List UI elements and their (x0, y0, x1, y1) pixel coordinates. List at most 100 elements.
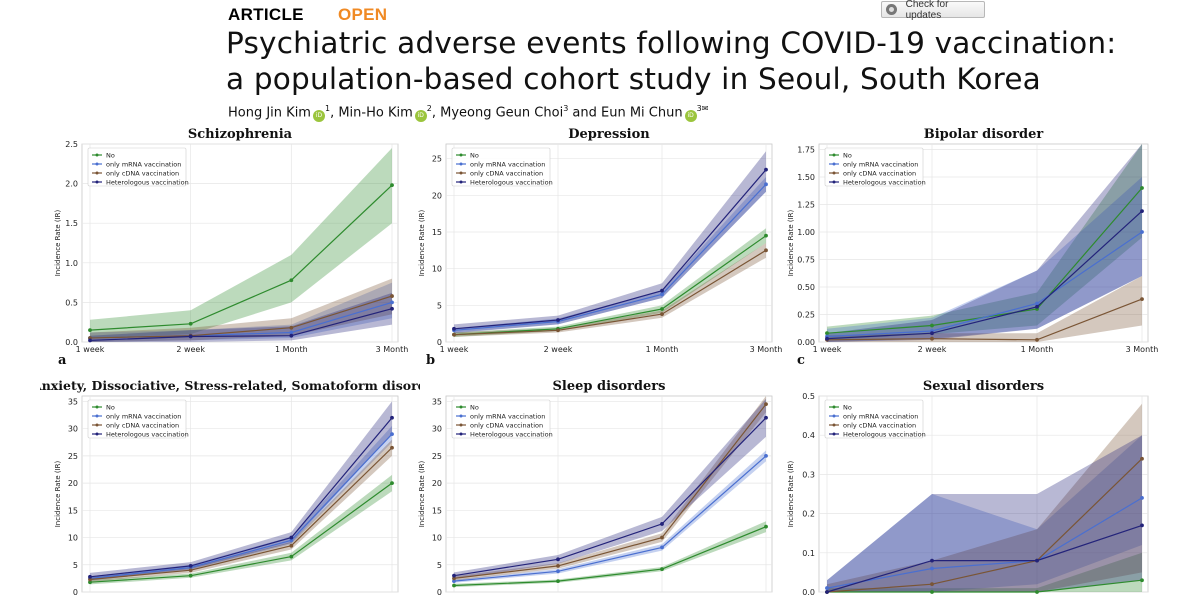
data-point-no-vaccination (825, 331, 829, 336)
chart-svg: 0.0 0.1 0.2 0.3 0.4 0.5 Incidence Rate (IR) Sex… (787, 379, 1149, 597)
series-line-no-vaccination (89, 184, 393, 331)
data-point-no-vaccination (764, 524, 768, 529)
ci-band-no-vaccination (454, 228, 766, 337)
y-tick-label: 20 (432, 191, 442, 200)
orcid-icon[interactable]: iD (684, 110, 697, 123)
author-name[interactable]: Min-Ho Kim (338, 105, 413, 121)
series-line-cdna-vaccination (826, 458, 1143, 593)
author-separator: , (431, 105, 441, 121)
legend-label: only mRNA vaccination (470, 160, 545, 168)
ci-band-cdna-vaccination (90, 439, 392, 582)
chart-title: Anxiety, Dissociative, Stress-related, S… (40, 378, 420, 393)
chart-title: Depression (568, 127, 650, 142)
data-point-heterologous-vaccination (660, 522, 664, 526)
data-point-cdna-vaccination (930, 582, 934, 587)
data-point-cdna-vaccination (660, 535, 664, 540)
legend-label: Heterologous vaccination (843, 178, 926, 186)
orcid-icon[interactable]: iD (414, 110, 427, 123)
author-list: Hong Jin Kim iD1, Min-Ho Kim iD2, Myeong G… (228, 104, 708, 123)
y-tick-label: 20 (432, 479, 442, 488)
data-point-cdna-vaccination (390, 445, 394, 450)
series-line-mrna-vaccination (826, 497, 1143, 589)
legend-marker-no-vaccination (832, 153, 836, 157)
legend-box (451, 147, 551, 187)
y-tick-label: 1.00 (797, 228, 815, 237)
chart-title: Sexual disorders (923, 379, 1044, 394)
legend-marker-cdna-vaccination (95, 423, 99, 427)
legend-marker-heterologous-vaccination (95, 180, 99, 184)
series-line-mrna-vaccination (453, 455, 767, 582)
data-point-cdna-vaccination (930, 336, 934, 341)
data-point-no-vaccination (88, 580, 92, 585)
y-tick-label: 30 (68, 425, 78, 434)
data-point-heterologous-vaccination (930, 331, 934, 336)
x-tick-label: 1 Month (646, 345, 679, 354)
legend-marker-no-vaccination (459, 405, 463, 409)
y-tick-label: 10 (432, 265, 442, 274)
data-point-cdna-vaccination (764, 248, 768, 253)
legend-label: only cDNA vaccination (843, 169, 916, 177)
legend-label: No (106, 151, 115, 159)
y-tick-label: 0.50 (797, 283, 815, 292)
y-tick-label: 25 (68, 452, 78, 461)
x-tick-label: 1 week (813, 345, 842, 354)
author-name[interactable]: Myeong Geun Choi (440, 105, 564, 121)
author-name[interactable]: Eun Mi Chun (601, 105, 683, 121)
y-tick-label: 1.0 (65, 259, 78, 268)
data-point-cdna-vaccination (188, 568, 193, 573)
series-line-no-vaccination (453, 526, 767, 587)
x-tick-label: 1 week (440, 345, 469, 354)
legend-box (824, 147, 924, 187)
legend-marker-cdna-vaccination (832, 171, 836, 175)
data-point-cdna-vaccination (660, 312, 664, 317)
legend-box (824, 399, 924, 439)
data-point-heterologous-vaccination (452, 573, 456, 578)
data-point-heterologous-vaccination (1035, 558, 1039, 563)
legend-marker-heterologous-vaccination (95, 432, 99, 436)
data-point-cdna-vaccination (764, 402, 768, 407)
y-tick-label: 1.5 (65, 219, 78, 228)
author-conjunction: and (568, 105, 602, 121)
legend-label: Heterologous vaccination (470, 430, 553, 438)
ci-band-no-vaccination (454, 521, 766, 588)
data-point-heterologous-vaccination (930, 558, 934, 563)
data-point-mrna-vaccination (289, 538, 294, 543)
check-for-updates-button[interactable]: Check for updates (881, 0, 985, 21)
data-point-no-vaccination (660, 567, 664, 572)
x-tick-label: 3 Month (750, 345, 783, 354)
data-point-heterologous-vaccination (452, 326, 456, 331)
chart-title: Sleep disorders (553, 379, 666, 394)
data-point-heterologous-vaccination (289, 535, 294, 540)
y-tick-label: 20 (68, 479, 78, 488)
ci-band-mrna-vaccination (827, 435, 1142, 592)
series-line-heterologous-vaccination (826, 210, 1143, 340)
legend-marker-cdna-vaccination (95, 171, 99, 175)
ci-band-cdna-vaccination (454, 396, 766, 581)
legend-label: Heterologous vaccination (843, 430, 926, 438)
chart-panel-sleep: 0 5 10 15 20 25 30 35 Incidence Rate (IR) Sleep d… (418, 374, 790, 600)
series-line-no-vaccination (827, 579, 1143, 593)
ci-band-no-vaccination (90, 474, 392, 585)
y-tick-label: 0 (437, 588, 442, 597)
series-line-cdna-vaccination (89, 447, 393, 581)
legend-marker-heterologous-vaccination (832, 180, 836, 184)
y-tick-label: 0.2 (802, 510, 815, 519)
panel-letter: a (58, 353, 67, 368)
data-point-mrna-vaccination (930, 566, 934, 571)
ci-band-mrna-vaccination (454, 177, 766, 333)
data-point-no-vaccination (1140, 186, 1144, 190)
y-tick-label: 35 (432, 397, 442, 406)
author-name[interactable]: Hong Jin Kim (228, 105, 311, 121)
orcid-icon[interactable]: iD (312, 110, 325, 123)
y-tick-label: 25 (432, 452, 442, 461)
data-point-cdna-vaccination (556, 328, 560, 333)
legend-marker-mrna-vaccination (95, 414, 99, 418)
series-line-heterologous-vaccination (826, 524, 1143, 593)
update-check-icon (886, 4, 897, 15)
data-point-heterologous-vaccination (764, 415, 768, 420)
series-line-heterologous-vaccination (453, 169, 767, 330)
y-tick-label: 30 (432, 425, 442, 434)
ci-band-heterologous-vaccination (454, 398, 766, 579)
legend-marker-no-vaccination (95, 153, 99, 157)
data-point-mrna-vaccination (660, 292, 664, 297)
